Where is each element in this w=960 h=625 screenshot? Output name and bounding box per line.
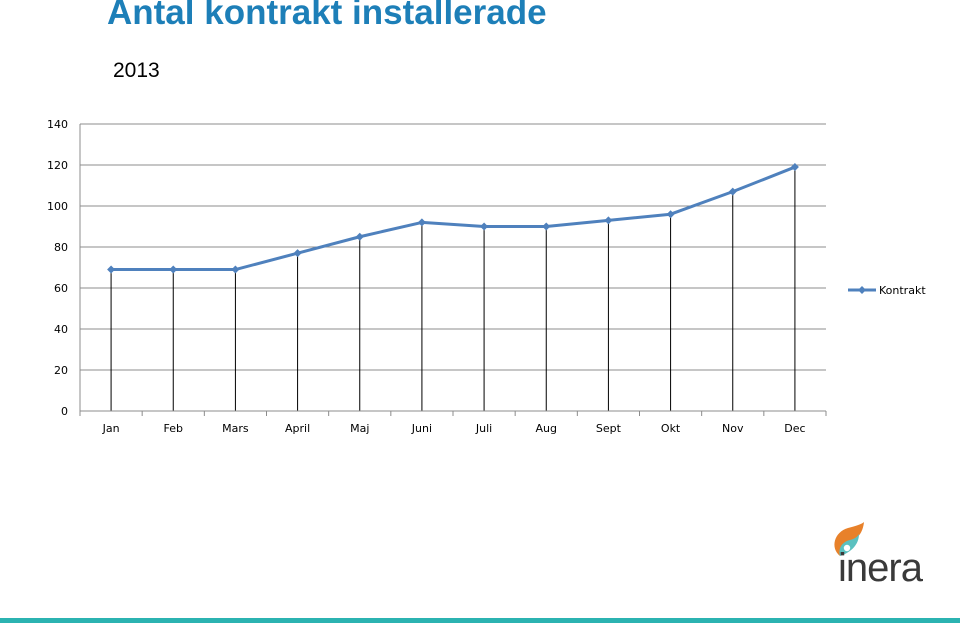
x-tick-label: Maj xyxy=(350,422,369,435)
data-point xyxy=(604,216,613,225)
data-point xyxy=(790,163,799,172)
y-tick-label: 40 xyxy=(54,323,68,336)
chart-axes xyxy=(79,124,827,416)
data-point xyxy=(542,222,551,231)
x-tick-label: Juni xyxy=(411,422,432,435)
chart-gridlines xyxy=(80,123,826,371)
legend-label: Kontrakt xyxy=(879,284,926,297)
inera-flame-icon xyxy=(834,522,864,556)
x-tick-label: Juli xyxy=(475,422,492,435)
data-point xyxy=(169,265,178,274)
slide-title: Antal kontrakt installerade xyxy=(107,0,547,32)
y-tick-label: 20 xyxy=(54,364,68,377)
chart-drop-lines xyxy=(110,167,796,411)
x-tick-label: April xyxy=(285,422,310,435)
legend-marker xyxy=(858,286,866,294)
x-tick-label: Sept xyxy=(596,422,622,435)
inera-logo-text: inera xyxy=(838,546,923,590)
chart-tick-labels: 0 20 40 60 80 100 120 140 Jan Feb Mars April Maj Juni… xyxy=(47,118,806,435)
x-tick-label: Mars xyxy=(222,422,249,435)
chart-series xyxy=(107,163,799,274)
data-point xyxy=(231,265,240,274)
x-tick-label: Aug xyxy=(536,422,557,435)
data-point xyxy=(728,187,737,196)
x-tick-label: Feb xyxy=(164,422,183,435)
y-tick-label: 80 xyxy=(54,241,68,254)
data-point xyxy=(666,210,675,219)
line-chart: 0 20 40 60 80 100 120 140 Jan Feb Mars April Maj Juni… xyxy=(47,118,926,435)
x-tick-label: Dec xyxy=(784,422,805,435)
data-point xyxy=(480,222,489,231)
bottom-rule xyxy=(0,618,960,623)
x-tick-label: Jan xyxy=(102,422,120,435)
x-tick-label: Nov xyxy=(722,422,744,435)
slide-subtitle: 2013 xyxy=(113,59,160,82)
data-point xyxy=(417,218,426,227)
data-point xyxy=(107,265,116,274)
series-line-kontrakt xyxy=(111,165,796,272)
y-tick-label: 0 xyxy=(61,405,68,418)
data-point xyxy=(355,232,364,241)
data-point xyxy=(293,249,302,258)
y-tick-label: 100 xyxy=(47,200,68,213)
chart-legend: Kontrakt xyxy=(848,284,926,297)
x-tick-label: Okt xyxy=(661,422,681,435)
y-tick-label: 140 xyxy=(47,118,68,131)
y-tick-label: 60 xyxy=(54,282,68,295)
y-tick-label: 120 xyxy=(47,159,68,172)
